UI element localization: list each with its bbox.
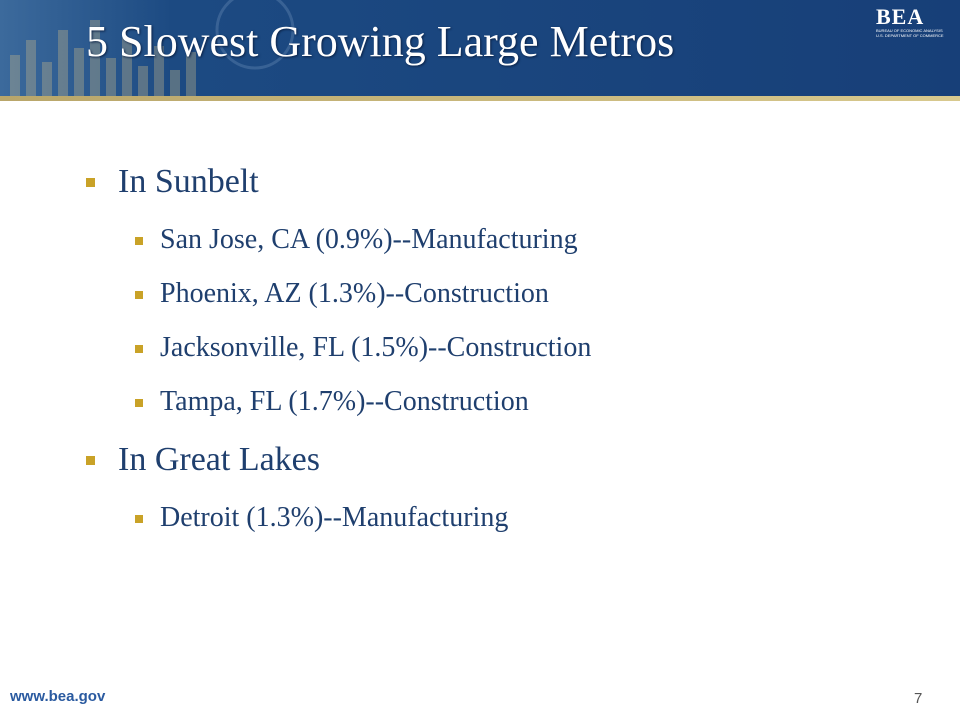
bullet-marker <box>135 345 143 353</box>
page-number: 7 <box>914 690 923 707</box>
bullet-marker <box>135 399 143 407</box>
logo-name: BEA <box>876 4 925 29</box>
header-decoration <box>10 0 295 98</box>
bullet-item: Jacksonville, FL (1.5%)--Construction <box>160 332 592 363</box>
bullet-marker <box>135 291 143 299</box>
logo-department: U.S. DEPARTMENT OF COMMERCE <box>876 33 944 38</box>
header-rule <box>0 96 960 101</box>
section-heading: In Sunbelt <box>118 163 259 200</box>
section-heading: In Great Lakes <box>118 441 321 478</box>
slide-title: 5 Slowest Growing Large Metros <box>86 17 675 66</box>
bullet-marker <box>86 178 95 187</box>
logo: BEA BUREAU OF ECONOMIC ANALYSIS U.S. DEP… <box>876 4 954 39</box>
bullet-marker <box>135 237 143 245</box>
header-band: 5 Slowest Growing Large Metros BEA BUREA… <box>0 0 960 98</box>
bullet-marker <box>135 515 143 523</box>
bullet-item: Tampa, FL (1.7%)--Construction <box>160 386 529 417</box>
footer-url: www.bea.gov <box>10 688 106 705</box>
bullet-item: Phoenix, AZ (1.3%)--Construction <box>160 278 549 309</box>
bullet-item: Detroit (1.3%)--Manufacturing <box>160 502 509 533</box>
bullet-item: San Jose, CA (0.9%)--Manufacturing <box>160 224 578 255</box>
logo-subtitle: BUREAU OF ECONOMIC ANALYSIS <box>876 28 943 33</box>
bullet-marker <box>86 456 95 465</box>
